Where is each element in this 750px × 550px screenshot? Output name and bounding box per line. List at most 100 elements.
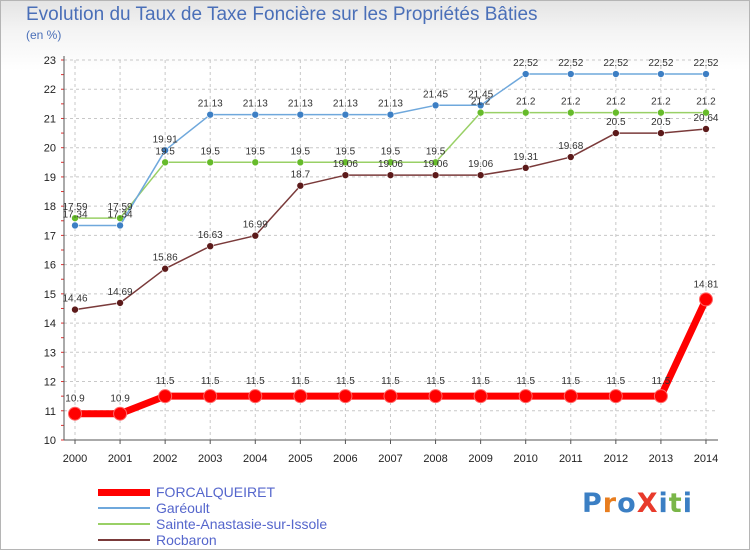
data-point-forcalqueiret	[158, 389, 173, 404]
data-point-sainte-anastasie	[612, 108, 620, 117]
data-point-sainte-anastasie	[476, 108, 485, 117]
data-point-rocbaron	[341, 171, 350, 179]
data-point-sainte-anastasie	[566, 108, 575, 117]
data-point-rocbaron	[612, 129, 620, 137]
data-label-rocbaron: 18.7	[291, 170, 311, 181]
data-label-rocbaron: 20.5	[606, 117, 626, 128]
data-label-forcalqueiret: 11.5	[156, 376, 175, 387]
data-label-gareoult: 21.45	[423, 89, 448, 100]
data-point-rocbaron	[71, 305, 79, 314]
logo-letter: i	[658, 488, 669, 519]
legend-label: Garéoult	[156, 500, 210, 516]
data-point-rocbaron	[657, 129, 665, 137]
axes: 10 11 12 13 14 15 16 17 18 19 20 21 22 23 2000 2001 2002…	[44, 55, 718, 465]
data-label-forcalqueiret: 11.5	[381, 376, 400, 387]
data-point-sainte-anastasie	[341, 158, 350, 167]
data-point-forcalqueiret	[698, 292, 713, 307]
data-point-forcalqueiret	[68, 406, 82, 421]
data-point-sainte-anastasie	[251, 158, 260, 167]
data-label-rocbaron: 20.5	[651, 117, 671, 128]
legend-swatch-gareoult	[98, 507, 150, 509]
data-label-forcalqueiret: 11.5	[201, 376, 220, 387]
x-tick-label: 2008	[423, 453, 447, 465]
data-label-gareoult: 22.52	[558, 58, 583, 69]
x-tick-label: 2011	[559, 453, 583, 465]
legend-item-forcalqueiret: FORCALQUEIRET	[98, 484, 398, 500]
data-label-rocbaron: 14.46	[62, 294, 87, 305]
data-label-forcalqueiret: 11.5	[336, 376, 355, 387]
y-tick-label: 11	[45, 406, 56, 418]
data-point-sainte-anastasie	[206, 158, 215, 167]
data-label-sainte-anastasie: 21.2	[606, 97, 626, 108]
legend-swatch-sainte-anastasie	[98, 523, 150, 525]
legend-item-rocbaron: Rocbaron	[98, 532, 398, 548]
logo-letter: X	[636, 488, 659, 519]
grid	[64, 59, 718, 441]
y-tick-label: 22	[44, 84, 56, 96]
data-point-sainte-anastasie	[296, 158, 305, 167]
y-tick-label: 19	[44, 172, 56, 184]
data-point-forcalqueiret	[113, 406, 128, 421]
data-point-sainte-anastasie	[386, 158, 395, 167]
data-point-gareoult	[116, 221, 124, 230]
data-label-gareoult: 22.52	[603, 58, 628, 69]
data-point-gareoult	[521, 70, 530, 78]
data-point-sainte-anastasie	[657, 108, 665, 117]
data-label-sainte-anastasie: 21.2	[561, 97, 581, 108]
legend-item-gareoult: Garéoult	[98, 500, 398, 516]
data-label-rocbaron: 19.06	[423, 159, 448, 170]
x-tick-label: 2013	[649, 453, 673, 465]
data-point-rocbaron	[431, 171, 440, 179]
data-point-rocbaron	[161, 264, 169, 273]
x-tick-label: 2001	[108, 453, 132, 465]
logo-letter: t	[668, 488, 683, 519]
data-label-sainte-anastasie: 21.2	[516, 97, 536, 108]
data-point-forcalqueiret	[248, 389, 263, 404]
data-label-forcalqueiret: 14.81	[693, 279, 718, 290]
data-point-gareoult	[431, 101, 440, 110]
x-tick-label: 2000	[63, 453, 87, 465]
x-tick-label: 2010	[513, 453, 537, 465]
x-tick-label: 2006	[333, 453, 357, 465]
data-label-gareoult: 21.13	[333, 99, 358, 110]
data-label-forcalqueiret: 10.9	[110, 394, 130, 405]
data-label-gareoult: 21.13	[243, 99, 268, 110]
y-tick-label: 15	[44, 289, 56, 301]
data-label-gareoult: 22.52	[513, 58, 538, 69]
data-point-gareoult	[71, 221, 79, 230]
legend-label: Sainte-Anastasie-sur-Issole	[156, 516, 328, 532]
y-tick-label: 21	[44, 113, 56, 125]
x-tick-label: 2009	[468, 453, 492, 465]
data-label-rocbaron: 14.69	[108, 287, 133, 298]
data-point-sainte-anastasie	[161, 158, 169, 167]
x-tick-label: 2005	[288, 453, 312, 465]
data-label-sainte-anastasie: 21.2	[471, 97, 491, 108]
y-tick-label: 16	[44, 260, 56, 272]
data-label-rocbaron: 16.63	[198, 230, 223, 241]
data-point-gareoult	[657, 70, 665, 78]
data-label-gareoult: 21.45	[468, 89, 493, 100]
logo-letter: o	[617, 488, 637, 519]
data-label-sainte-anastasie: 21.2	[651, 97, 671, 108]
data-label-gareoult: 17.34	[62, 209, 87, 220]
data-point-sainte-anastasie	[431, 158, 440, 167]
data-label-sainte-anastasie: 21.2	[696, 97, 716, 108]
data-label-rocbaron: 19.06	[333, 159, 358, 170]
legend-swatch-forcalqueiret	[98, 488, 150, 496]
data-label-rocbaron: 19.06	[468, 159, 493, 170]
data-label-gareoult: 19.91	[153, 134, 178, 145]
data-point-gareoult	[206, 110, 215, 119]
data-point-rocbaron	[251, 231, 260, 240]
data-point-forcalqueiret	[383, 389, 398, 404]
chart-title: Evolution du Taux de Taxe Foncière sur l…	[26, 4, 538, 25]
legend-label: Rocbaron	[156, 532, 217, 548]
data-label-rocbaron: 19.68	[558, 141, 583, 152]
data-point-forcalqueiret	[608, 389, 623, 404]
data-point-rocbaron	[116, 299, 124, 307]
data-label-gareoult: 17.34	[108, 209, 133, 220]
data-point-forcalqueiret	[203, 389, 218, 404]
data-label-forcalqueiret: 11.5	[561, 376, 580, 387]
data-point-forcalqueiret	[428, 389, 443, 404]
